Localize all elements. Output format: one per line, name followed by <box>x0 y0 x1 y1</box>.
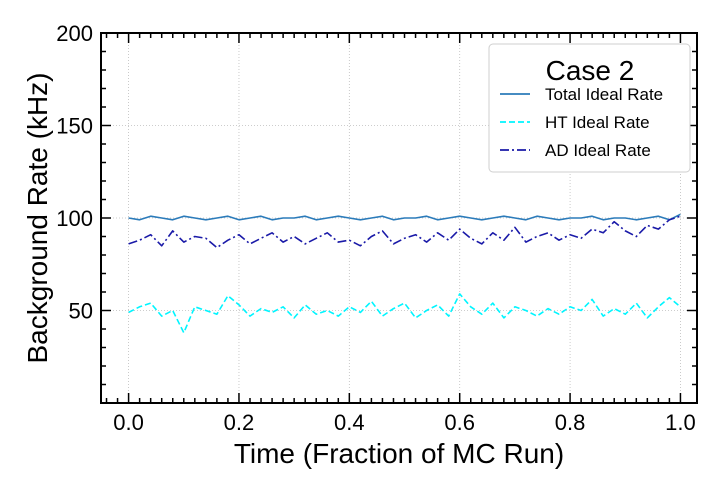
legend-label-total: Total Ideal Rate <box>545 85 663 104</box>
legend-label-ht: HT Ideal Rate <box>545 113 650 132</box>
x-tick-label-5: 1.0 <box>665 410 696 435</box>
x-tick-label-2: 0.4 <box>334 410 365 435</box>
legend-box <box>488 43 691 173</box>
y-tick-label-0: 50 <box>69 299 93 324</box>
legend-title: Case 2 <box>546 55 635 86</box>
x-tick-label-3: 0.6 <box>444 410 475 435</box>
y-tick-label-2: 150 <box>56 114 93 139</box>
x-tick-label-0: 0.0 <box>113 410 144 435</box>
series-line-2 <box>128 215 681 249</box>
x-axis-title: Time (Fraction of MC Run) <box>234 438 564 469</box>
axis-ticks <box>101 32 697 403</box>
series-line-1 <box>128 293 681 334</box>
series-line-0 <box>128 213 681 221</box>
series-lines <box>128 213 681 334</box>
legend-label-ad: AD Ideal Rate <box>545 141 651 160</box>
x-tick-label-4: 0.8 <box>555 410 586 435</box>
y-tick-label-1: 100 <box>56 206 93 231</box>
y-tick-label-3: 200 <box>56 21 93 46</box>
y-axis-title: Background Rate (kHz) <box>22 72 53 363</box>
legend: Case 2 Total Ideal Rate HT Ideal Rate AD… <box>488 43 691 173</box>
x-tick-label-1: 0.2 <box>224 410 255 435</box>
tick-labels: 0.0 0.2 0.4 0.6 0.8 1.0 50 100 150 200 <box>56 21 695 435</box>
